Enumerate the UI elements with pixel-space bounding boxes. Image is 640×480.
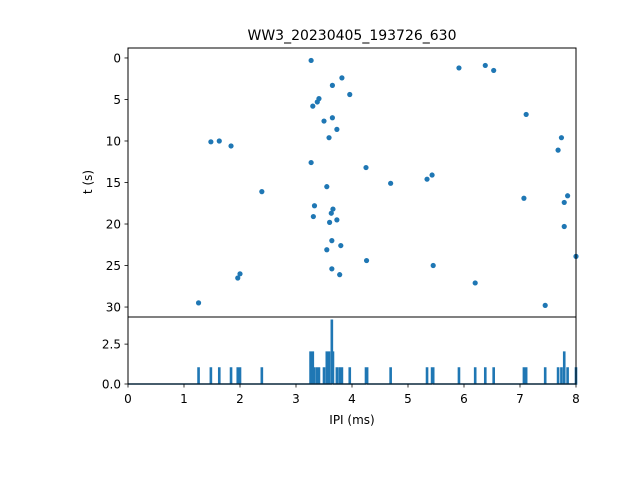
scatter-point xyxy=(329,266,335,272)
scatter-point xyxy=(347,91,353,98)
scatter-point xyxy=(326,135,332,141)
scatter-point xyxy=(542,302,548,308)
scatter-point xyxy=(195,300,202,306)
chart-title: WW3_20230405_193726_630 xyxy=(247,28,456,44)
x-tick-label: 0 xyxy=(124,392,132,406)
scatter-point xyxy=(363,164,369,171)
top-axes-frame xyxy=(127,47,577,318)
scatter-point xyxy=(314,99,320,105)
scatter-points xyxy=(195,57,579,308)
bottom-x-ticks: 0 1 2 3 4 5 6 7 8 xyxy=(124,384,580,406)
scatter-point xyxy=(472,280,478,286)
bottom-y-tick-label: 2.5 xyxy=(102,337,121,351)
scatter-point xyxy=(339,75,345,81)
scatter-point xyxy=(456,65,462,71)
x-tick-label: 7 xyxy=(516,392,524,406)
top-y-tick-label: 20 xyxy=(106,217,121,231)
x-tick-label: 6 xyxy=(460,392,468,406)
top-panel: 0 5 10 15 20 25 30 t (s) xyxy=(81,47,579,318)
scatter-point xyxy=(561,223,567,230)
x-tick-label: 1 xyxy=(180,392,188,406)
scatter-point xyxy=(310,213,316,220)
top-y-tick-label: 5 xyxy=(113,93,121,107)
x-tick-label: 2 xyxy=(236,392,244,406)
scatter-point xyxy=(324,247,330,253)
scatter-point xyxy=(482,62,488,69)
scatter-point xyxy=(429,172,435,178)
scatter-point xyxy=(424,176,430,182)
top-y-tick-label: 25 xyxy=(106,259,121,273)
bottom-axes-frame xyxy=(127,316,577,385)
scatter-point xyxy=(310,103,316,109)
x-axis-label: IPI (ms) xyxy=(329,413,374,427)
scatter-point xyxy=(338,242,344,249)
scatter-point xyxy=(334,217,340,223)
x-tick-label: 5 xyxy=(404,392,412,406)
scatter-point xyxy=(363,257,370,264)
scatter-point xyxy=(334,126,340,132)
bottom-panel: 0.0 2.5 0 1 2 3 4 5 6 7 8 IPI (ms) xyxy=(102,316,580,427)
scatter-point xyxy=(327,219,333,225)
scatter-point xyxy=(430,262,436,269)
scatter-point xyxy=(388,180,394,186)
scatter-point xyxy=(324,184,330,190)
top-y-tick-label: 10 xyxy=(106,134,121,148)
scatter-point xyxy=(208,139,214,145)
scatter-point xyxy=(259,189,265,195)
bottom-y-tick-label: 0.0 xyxy=(102,377,121,391)
scatter-point xyxy=(237,271,243,277)
scatter-point xyxy=(329,115,335,121)
scatter-point xyxy=(308,57,314,64)
scatter-point xyxy=(491,67,497,74)
scatter-point xyxy=(328,210,334,216)
top-y-axis-label: t (s) xyxy=(81,170,95,194)
ipi-histogram-line xyxy=(128,319,578,385)
x-tick-label: 4 xyxy=(348,392,356,406)
top-y-tick-label: 30 xyxy=(106,300,121,314)
scatter-point xyxy=(228,143,234,149)
top-y-tick-label: 15 xyxy=(106,176,121,190)
x-tick-label: 3 xyxy=(292,392,300,406)
bottom-y-ticks: 0.0 2.5 xyxy=(102,337,128,391)
scatter-point xyxy=(337,272,343,278)
x-tick-label: 8 xyxy=(572,392,580,406)
top-y-ticks: 0 5 10 15 20 25 30 xyxy=(106,51,128,314)
scatter-point xyxy=(321,118,327,124)
scatter-point xyxy=(555,147,561,153)
scatter-point xyxy=(330,206,336,212)
scatter-point xyxy=(521,195,527,201)
scatter-point xyxy=(311,203,318,209)
scatter-point xyxy=(565,193,571,199)
scatter-point xyxy=(329,82,335,88)
top-y-tick-label: 0 xyxy=(113,51,121,65)
scatter-point xyxy=(235,275,241,281)
scatter-point xyxy=(216,138,222,144)
scatter-point xyxy=(329,238,335,244)
scatter-point xyxy=(523,111,529,118)
scatter-point xyxy=(561,199,567,206)
scatter-point xyxy=(308,159,314,166)
scatter-point xyxy=(558,135,565,141)
